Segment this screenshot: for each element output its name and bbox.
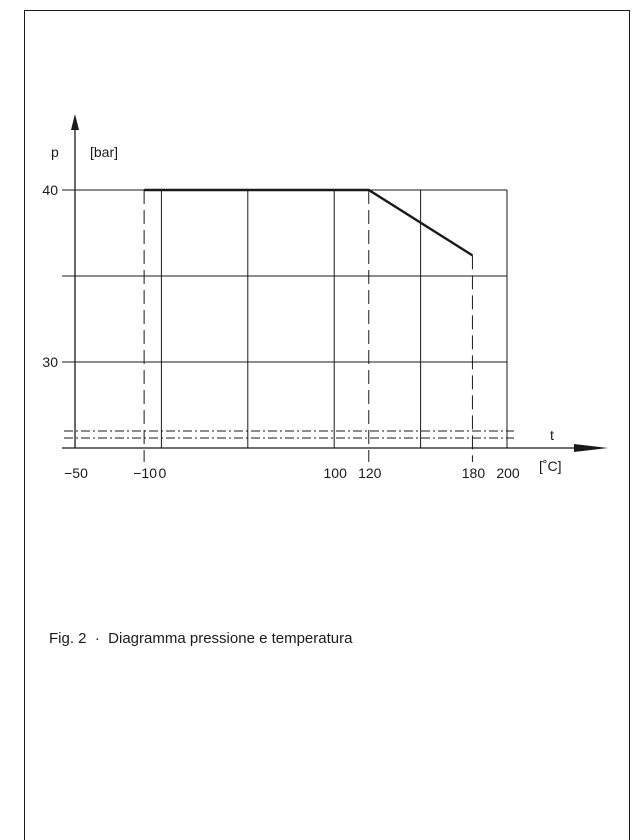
x-tick-label-200: 200 xyxy=(496,465,520,481)
x-axis-arrow xyxy=(574,444,608,452)
grid xyxy=(62,189,514,448)
x-tick-label-100: 100 xyxy=(324,465,348,481)
x-axis-unit: [˚C] xyxy=(539,458,562,474)
tick-labels: −50 −10 0 100 120 180 200 30 40 xyxy=(42,182,519,481)
series-layer xyxy=(144,188,474,257)
x-tick-label-120: 120 xyxy=(358,465,382,481)
y-axis-label: p xyxy=(51,144,59,160)
y-axis-arrow xyxy=(71,114,79,130)
page-frame xyxy=(24,10,630,840)
series-line-0 xyxy=(144,188,474,257)
x-tick-label--50: −50 xyxy=(64,465,88,481)
y-axis-unit: [bar] xyxy=(90,144,118,160)
x-tick-label--10: −10 xyxy=(133,465,157,481)
axes xyxy=(62,114,608,452)
x-tick-label-0: 0 xyxy=(159,465,167,481)
x-axis-label: t xyxy=(550,427,554,443)
x-tick-label-180: 180 xyxy=(462,465,486,481)
temperature-markers xyxy=(143,190,473,462)
y-tick-label-30: 30 xyxy=(42,354,58,370)
figure-caption: Fig. 2 · Diagramma pressione e temperatu… xyxy=(49,630,353,647)
y-tick-label-40: 40 xyxy=(42,182,58,198)
